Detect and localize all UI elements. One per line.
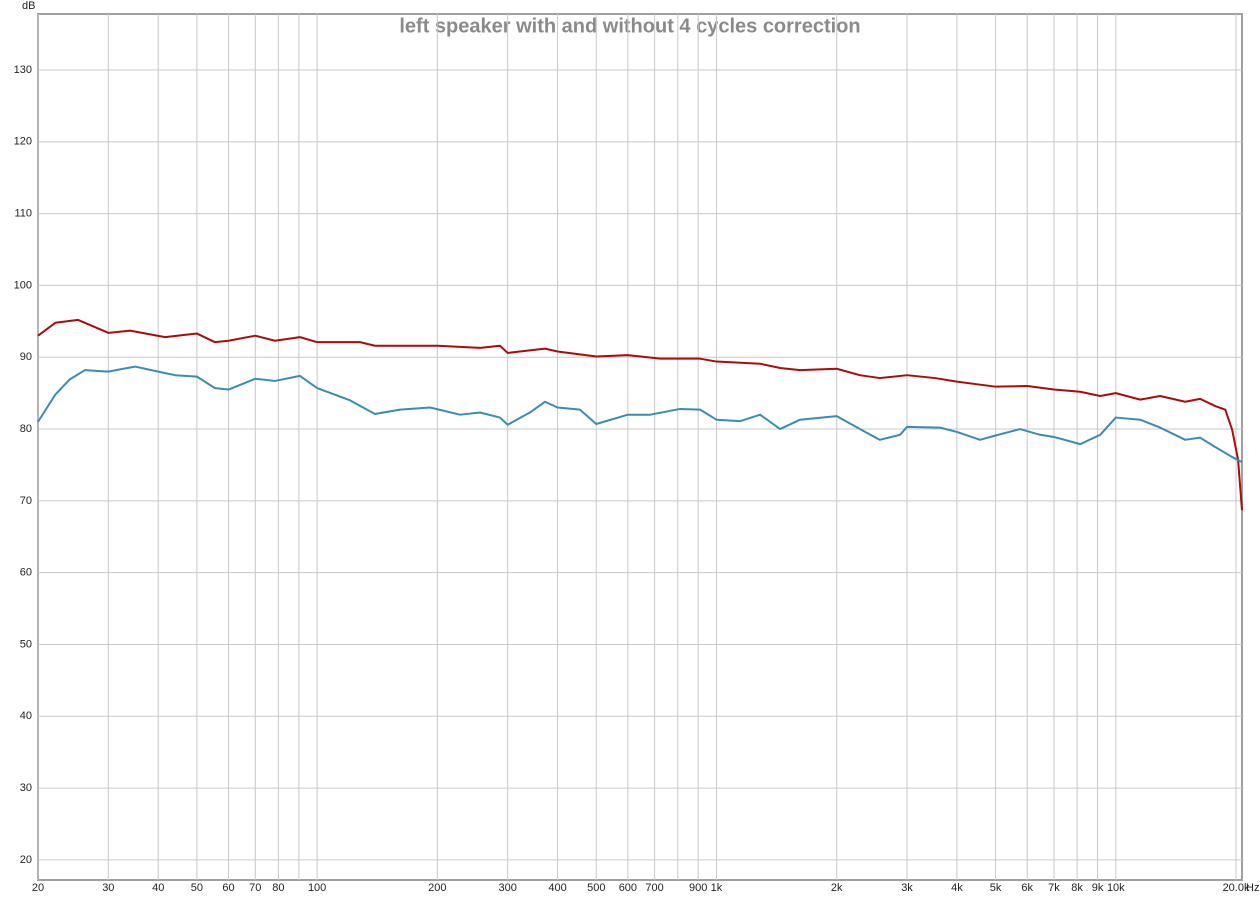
data-line	[37, 318, 1243, 511]
y-tick-label: 130	[14, 64, 32, 76]
x-tick-label: 80	[272, 882, 284, 894]
y-tick-label: 120	[14, 136, 32, 148]
x-tick-label: 20.0k	[1223, 882, 1250, 894]
y-tick-label: 30	[20, 782, 32, 794]
x-tick-label: 6k	[1021, 882, 1033, 894]
x-tick-label: 60	[222, 882, 234, 894]
chart-title: left speaker with and without 4 cycles c…	[399, 15, 860, 37]
y-tick-label: 100	[14, 279, 32, 291]
x-tick-label: 9k	[1092, 882, 1104, 894]
x-tick-label: 7k	[1048, 882, 1060, 894]
x-tick-label: 700	[645, 882, 663, 894]
x-tick-label: 4k	[951, 882, 963, 894]
x-tick-label: 3k	[901, 882, 913, 894]
x-tick-label: 600	[619, 882, 637, 894]
y-tick-label: 40	[20, 710, 32, 722]
x-tick-label: 500	[587, 882, 605, 894]
y-tick-label: 50	[20, 638, 32, 650]
y-tick-label: 80	[20, 423, 32, 435]
x-tick-label: 2k	[831, 882, 843, 894]
plot-frame	[37, 13, 1243, 881]
y-tick-label: 110	[14, 208, 32, 220]
y-axis-label: dB	[22, 0, 35, 12]
x-tick-label: 8k	[1071, 882, 1083, 894]
x-tick-label: 1k	[711, 882, 723, 894]
x-tick-label: 400	[548, 882, 566, 894]
x-tick-label: 100	[308, 882, 326, 894]
y-tick-label: 20	[20, 854, 32, 866]
x-tick-label: 30	[102, 882, 114, 894]
x-tick-label: 300	[498, 882, 516, 894]
x-tick-label: 70	[249, 882, 261, 894]
x-tick-label: 20	[32, 882, 44, 894]
y-tick-label: 70	[20, 495, 32, 507]
x-tick-label: 5k	[990, 882, 1002, 894]
y-tick-label: 90	[20, 351, 32, 363]
x-tick-label: 10k	[1107, 882, 1125, 894]
x-axis-label: Hz	[1246, 882, 1259, 894]
x-tick-label: 900	[689, 882, 707, 894]
x-tick-label: 40	[152, 882, 164, 894]
x-tick-label: 50	[191, 882, 203, 894]
y-tick-label: 60	[20, 567, 32, 579]
data-line	[37, 365, 1243, 463]
x-tick-label: 200	[428, 882, 446, 894]
